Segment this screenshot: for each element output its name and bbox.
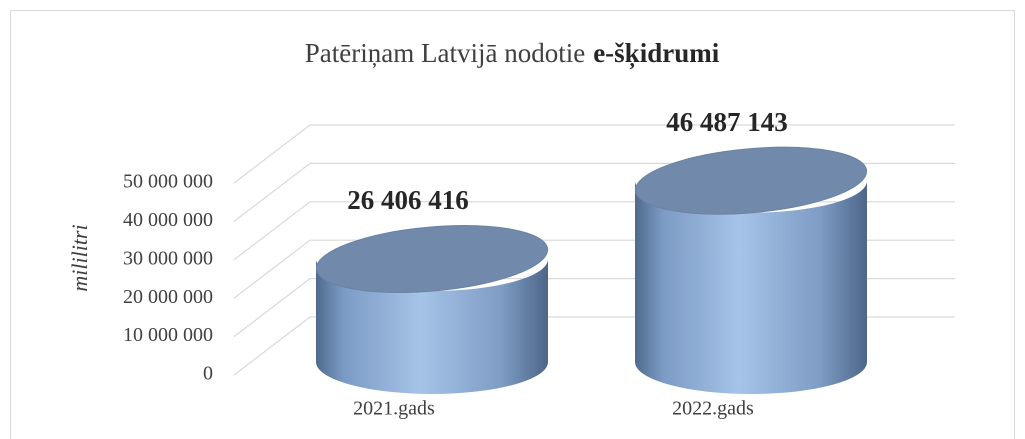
value-label: 46 487 143 <box>666 107 788 137</box>
x-tick-label: 2022.gads <box>672 398 754 420</box>
x-tick-label: 2021.gads <box>353 398 435 420</box>
y-tick-label: 10 000 000 <box>123 324 213 346</box>
value-label: 26 406 416 <box>347 185 469 215</box>
cylinder-body <box>635 180 867 394</box>
y-tick-label: 20 000 000 <box>123 286 213 308</box>
y-tick-label: 50 000 000 <box>123 171 213 193</box>
y-tick-label: 40 000 000 <box>123 209 213 231</box>
y-tick-label: 30 000 000 <box>123 247 213 269</box>
title-text: Patēriņam Latvijā nodotie <box>305 38 585 68</box>
cylinder-top <box>634 146 868 215</box>
y-tick-label: 0 <box>203 363 213 385</box>
cylinder-body <box>316 259 548 394</box>
grid-line <box>233 124 955 184</box>
chart-title: Patēriņam Latvijā nodotie e-šķidrumi <box>305 38 720 70</box>
cylinder-top <box>315 225 549 293</box>
y-axis-label: mililitri <box>67 224 92 291</box>
title-bold: e-šķidrumi <box>593 38 720 70</box>
